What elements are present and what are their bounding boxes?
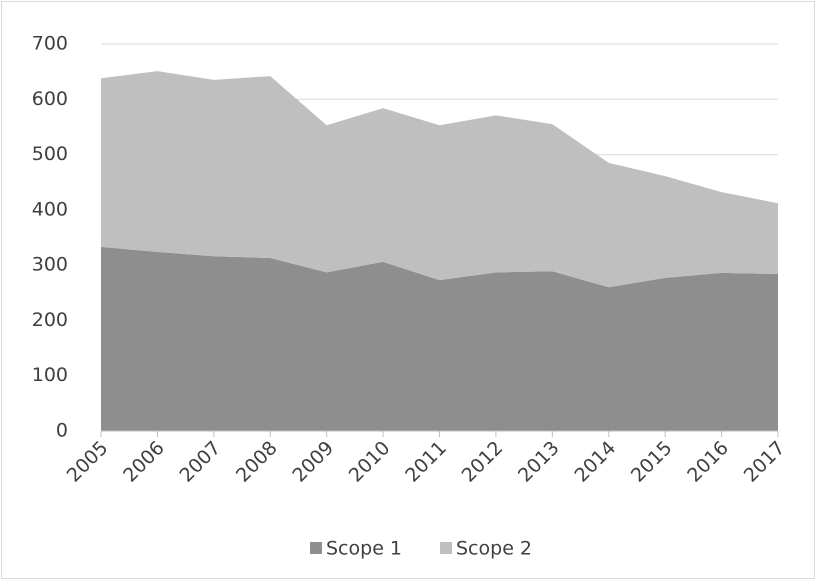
legend-label: Scope 1 — [326, 538, 402, 560]
area — [101, 71, 778, 288]
legend-swatch — [310, 542, 322, 554]
y-tick-label: 700 — [32, 33, 68, 55]
area — [101, 246, 778, 431]
y-tick-label: 300 — [32, 254, 68, 276]
y-tick-label: 100 — [32, 364, 68, 386]
legend-label: Scope 2 — [456, 538, 532, 560]
y-tick-label: 500 — [32, 143, 68, 165]
y-tick-label: 600 — [32, 88, 68, 110]
y-tick-label: 0 — [56, 420, 68, 442]
y-tick-label: 400 — [32, 198, 68, 220]
legend-swatch — [440, 542, 452, 554]
y-tick-label: 200 — [32, 309, 68, 331]
